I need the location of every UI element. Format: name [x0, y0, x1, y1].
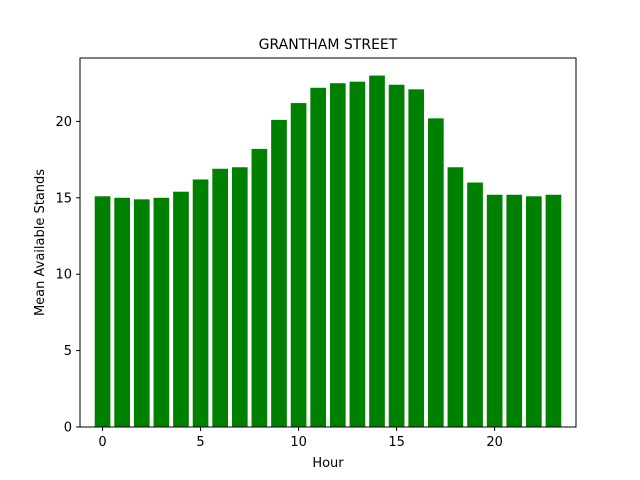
bar-hour-14: [369, 75, 385, 428]
bar-hour-22: [526, 196, 542, 427]
y-tick-label: 20: [55, 115, 72, 130]
bar-hour-7: [231, 167, 248, 427]
bar-hour-16: [408, 89, 425, 427]
bar-hour-6: [212, 168, 229, 427]
x-tick-label: 10: [290, 435, 307, 450]
plot-frame: [79, 57, 577, 428]
chart-title: GRANTHAM STREET: [259, 37, 398, 53]
x-tick-label: 5: [196, 435, 204, 450]
y-tick-label: 5: [64, 344, 72, 359]
x-tick-label: 20: [486, 435, 503, 450]
bar-hour-15: [388, 84, 405, 427]
bar-hour-23: [545, 194, 562, 427]
bar-hour-10: [290, 103, 307, 428]
y-tick-label: 10: [55, 268, 72, 283]
bar-hour-5: [192, 179, 209, 427]
y-tick-label: 0: [64, 421, 72, 436]
bar-hour-9: [271, 119, 287, 427]
x-axis-ticks: 0 5 10 15 20: [98, 427, 503, 450]
bar-hour-11: [310, 87, 327, 427]
bar-hour-13: [349, 81, 366, 427]
bar-hour-3: [153, 197, 170, 427]
bar-hour-4: [173, 191, 189, 427]
bar-hour-8: [251, 148, 268, 428]
bar-hour-20: [486, 194, 503, 427]
x-tick-label: 0: [98, 435, 106, 450]
bars-group: [94, 75, 562, 428]
bar-hour-21: [506, 194, 523, 427]
bar-hour-19: [467, 182, 483, 427]
bar-hour-17: [427, 118, 444, 427]
bar-hour-18: [447, 167, 464, 427]
bar-hour-1: [114, 197, 130, 427]
x-tick-label: 15: [388, 435, 405, 450]
x-axis-label: Hour: [312, 456, 344, 471]
bar-hour-12: [329, 83, 346, 427]
y-tick-label: 15: [55, 191, 72, 206]
y-axis-label: Mean Available Stands: [33, 169, 48, 316]
bar-hour-0: [94, 196, 111, 427]
y-axis-ticks: 0 5 10 15 20: [55, 115, 80, 436]
bar-hour-2: [133, 199, 150, 427]
